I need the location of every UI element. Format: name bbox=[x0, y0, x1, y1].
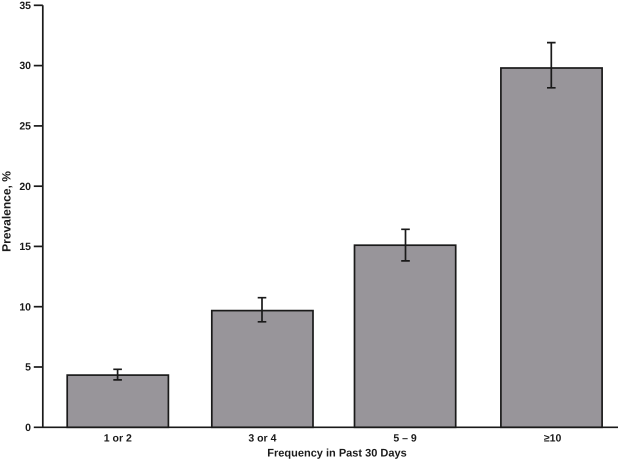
svg-text:0: 0 bbox=[25, 422, 31, 434]
svg-text:3 or 4: 3 or 4 bbox=[248, 433, 276, 445]
svg-text:15: 15 bbox=[19, 241, 31, 253]
svg-text:10: 10 bbox=[19, 301, 31, 313]
svg-text:25: 25 bbox=[19, 121, 31, 133]
svg-text:20: 20 bbox=[19, 181, 31, 193]
svg-text:5 – 9: 5 – 9 bbox=[393, 433, 417, 445]
svg-text:35: 35 bbox=[19, 0, 31, 12]
svg-text:30: 30 bbox=[19, 60, 31, 72]
svg-text:1 or 2: 1 or 2 bbox=[104, 433, 132, 445]
svg-text:5: 5 bbox=[25, 362, 31, 374]
svg-text:Frequency in Past 30 Days: Frequency in Past 30 Days bbox=[267, 447, 406, 459]
svg-text:Prevalence, %: Prevalence, % bbox=[0, 171, 14, 252]
svg-text:≥10: ≥10 bbox=[544, 433, 562, 445]
